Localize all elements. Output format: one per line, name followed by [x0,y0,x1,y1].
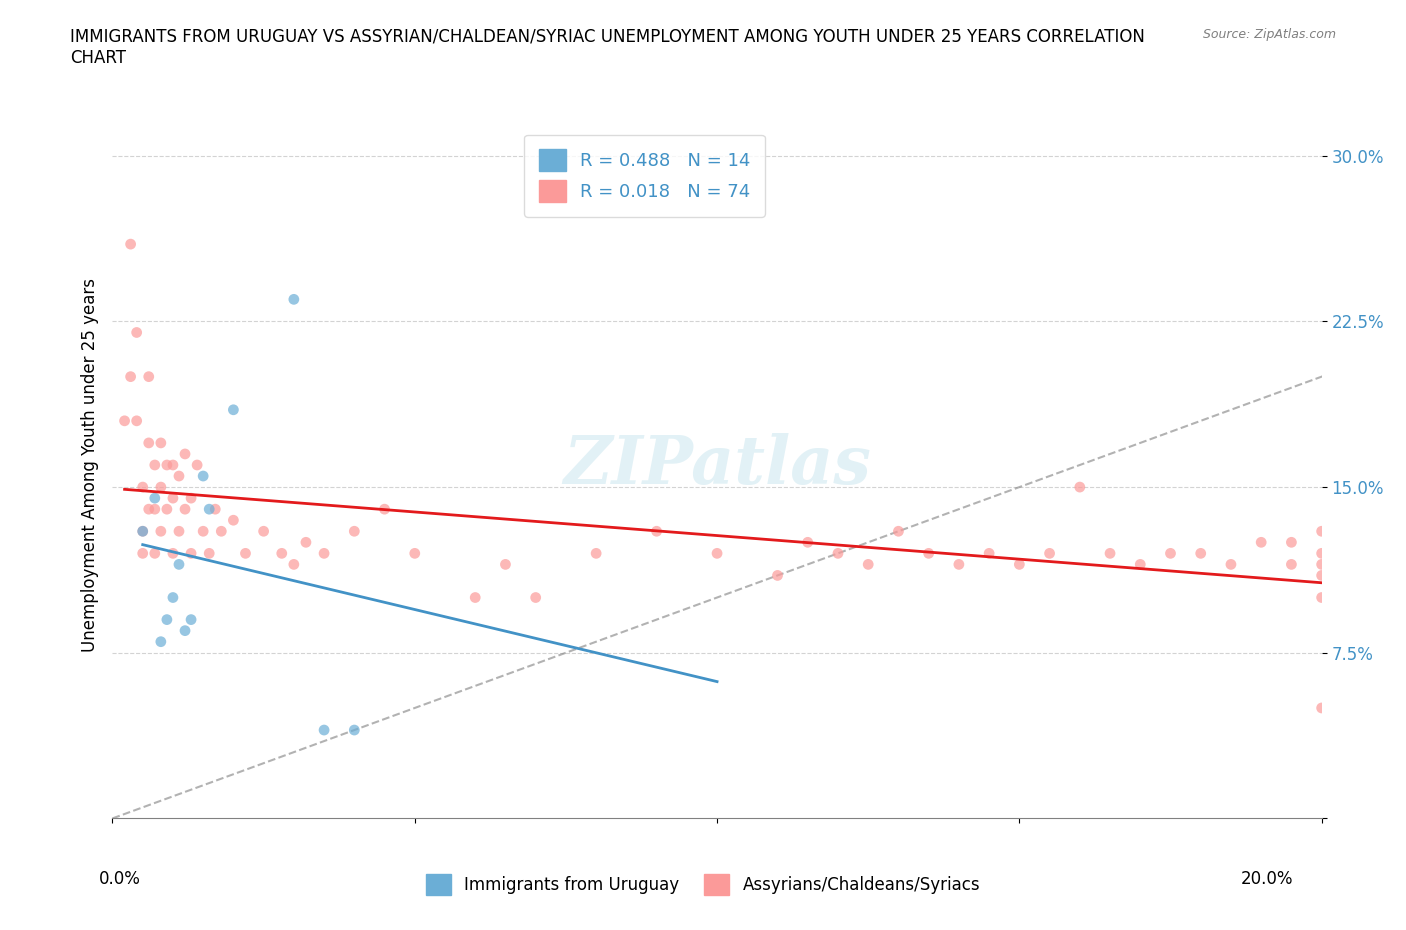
Point [132,546,155,561]
Point [314,723,336,737]
Point [162,458,184,472]
Text: ZIPatlas: ZIPatlas [564,432,870,498]
Point [796,535,818,550]
Point [1129,557,1152,572]
Point [948,557,970,572]
Legend: Immigrants from Uruguay, Assyrians/Chaldeans/Syriacs: Immigrants from Uruguay, Assyrians/Chald… [418,866,988,903]
Point [132,524,155,538]
Point [149,634,172,649]
Point [180,546,202,561]
Point [645,524,668,538]
Point [1008,557,1031,572]
Point [222,512,245,527]
Point [191,469,214,484]
Point [295,535,318,550]
Point [1310,524,1333,538]
Point [343,723,366,737]
Point [198,502,221,517]
Point [464,591,486,605]
Point [1220,557,1243,572]
Point [149,480,172,495]
Text: IMMIGRANTS FROM URUGUAY VS ASSYRIAN/CHALDEAN/SYRIAC UNEMPLOYMENT AMONG YOUTH UND: IMMIGRANTS FROM URUGUAY VS ASSYRIAN/CHAL… [70,28,1144,67]
Point [1038,546,1062,561]
Point [125,326,148,340]
Point [495,557,517,572]
Point [180,612,202,627]
Point [1310,546,1333,561]
Point [283,557,305,572]
Point [143,458,166,472]
Point [162,546,184,561]
Point [174,502,197,517]
Point [138,369,160,384]
Point [1069,480,1091,495]
Point [180,491,202,506]
Point [887,524,910,538]
Point [132,480,155,495]
Point [1310,700,1333,715]
Point [120,237,142,252]
Point [143,491,166,506]
Point [132,524,155,538]
Point [918,546,941,561]
Point [766,568,789,583]
Y-axis label: Unemployment Among Youth under 25 years: Unemployment Among Youth under 25 years [80,278,98,652]
Point [204,502,226,517]
Point [156,502,179,517]
Point [138,435,160,450]
Point [270,546,292,561]
Point [191,524,214,538]
Point [174,623,197,638]
Point [283,292,305,307]
Text: 20.0%: 20.0% [1241,870,1294,887]
Point [404,546,426,561]
Point [1159,546,1181,561]
Point [174,446,197,461]
Point [222,403,245,418]
Point [143,546,166,561]
Point [1189,546,1212,561]
Point [114,414,136,429]
Point [209,524,232,538]
Point [167,524,190,538]
Point [374,502,396,517]
Point [1279,535,1302,550]
Point [235,546,257,561]
Point [167,557,190,572]
Point [149,435,172,450]
Point [1098,546,1121,561]
Point [856,557,880,572]
Point [1279,557,1302,572]
Point [827,546,849,561]
Point [585,546,607,561]
Point [706,546,728,561]
Point [314,546,336,561]
Legend: R = 0.488   N = 14, R = 0.018   N = 74: R = 0.488 N = 14, R = 0.018 N = 74 [524,135,765,217]
Point [120,369,142,384]
Point [149,524,172,538]
Point [1310,591,1333,605]
Text: 0.0%: 0.0% [98,870,141,887]
Point [138,502,160,517]
Point [162,491,184,506]
Point [343,524,366,538]
Point [167,469,190,484]
Text: Source: ZipAtlas.com: Source: ZipAtlas.com [1202,28,1336,41]
Point [186,458,208,472]
Point [125,414,148,429]
Point [524,591,547,605]
Point [156,458,179,472]
Point [1310,568,1333,583]
Point [143,502,166,517]
Point [198,546,221,561]
Point [162,591,184,605]
Point [253,524,276,538]
Point [1310,557,1333,572]
Point [1250,535,1272,550]
Point [977,546,1000,561]
Point [156,612,179,627]
